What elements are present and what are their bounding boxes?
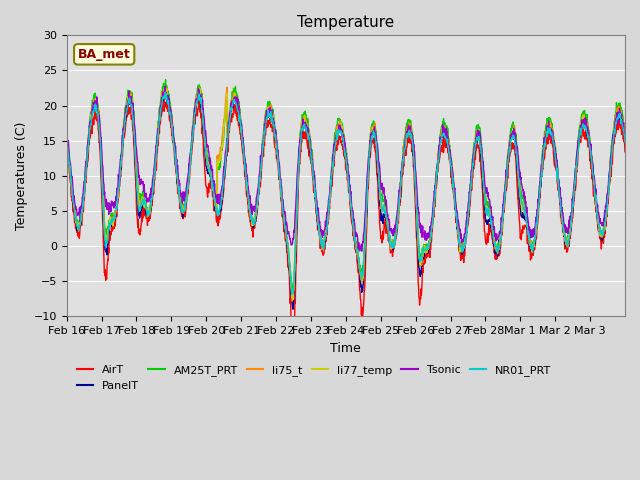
- Title: Temperature: Temperature: [297, 15, 394, 30]
- Text: BA_met: BA_met: [78, 48, 131, 61]
- X-axis label: Time: Time: [330, 342, 361, 355]
- Y-axis label: Temperatures (C): Temperatures (C): [15, 122, 28, 230]
- Legend: AirT, PanelT, AM25T_PRT, li75_t, li77_temp, Tsonic, NR01_PRT: AirT, PanelT, AM25T_PRT, li75_t, li77_te…: [72, 361, 556, 395]
